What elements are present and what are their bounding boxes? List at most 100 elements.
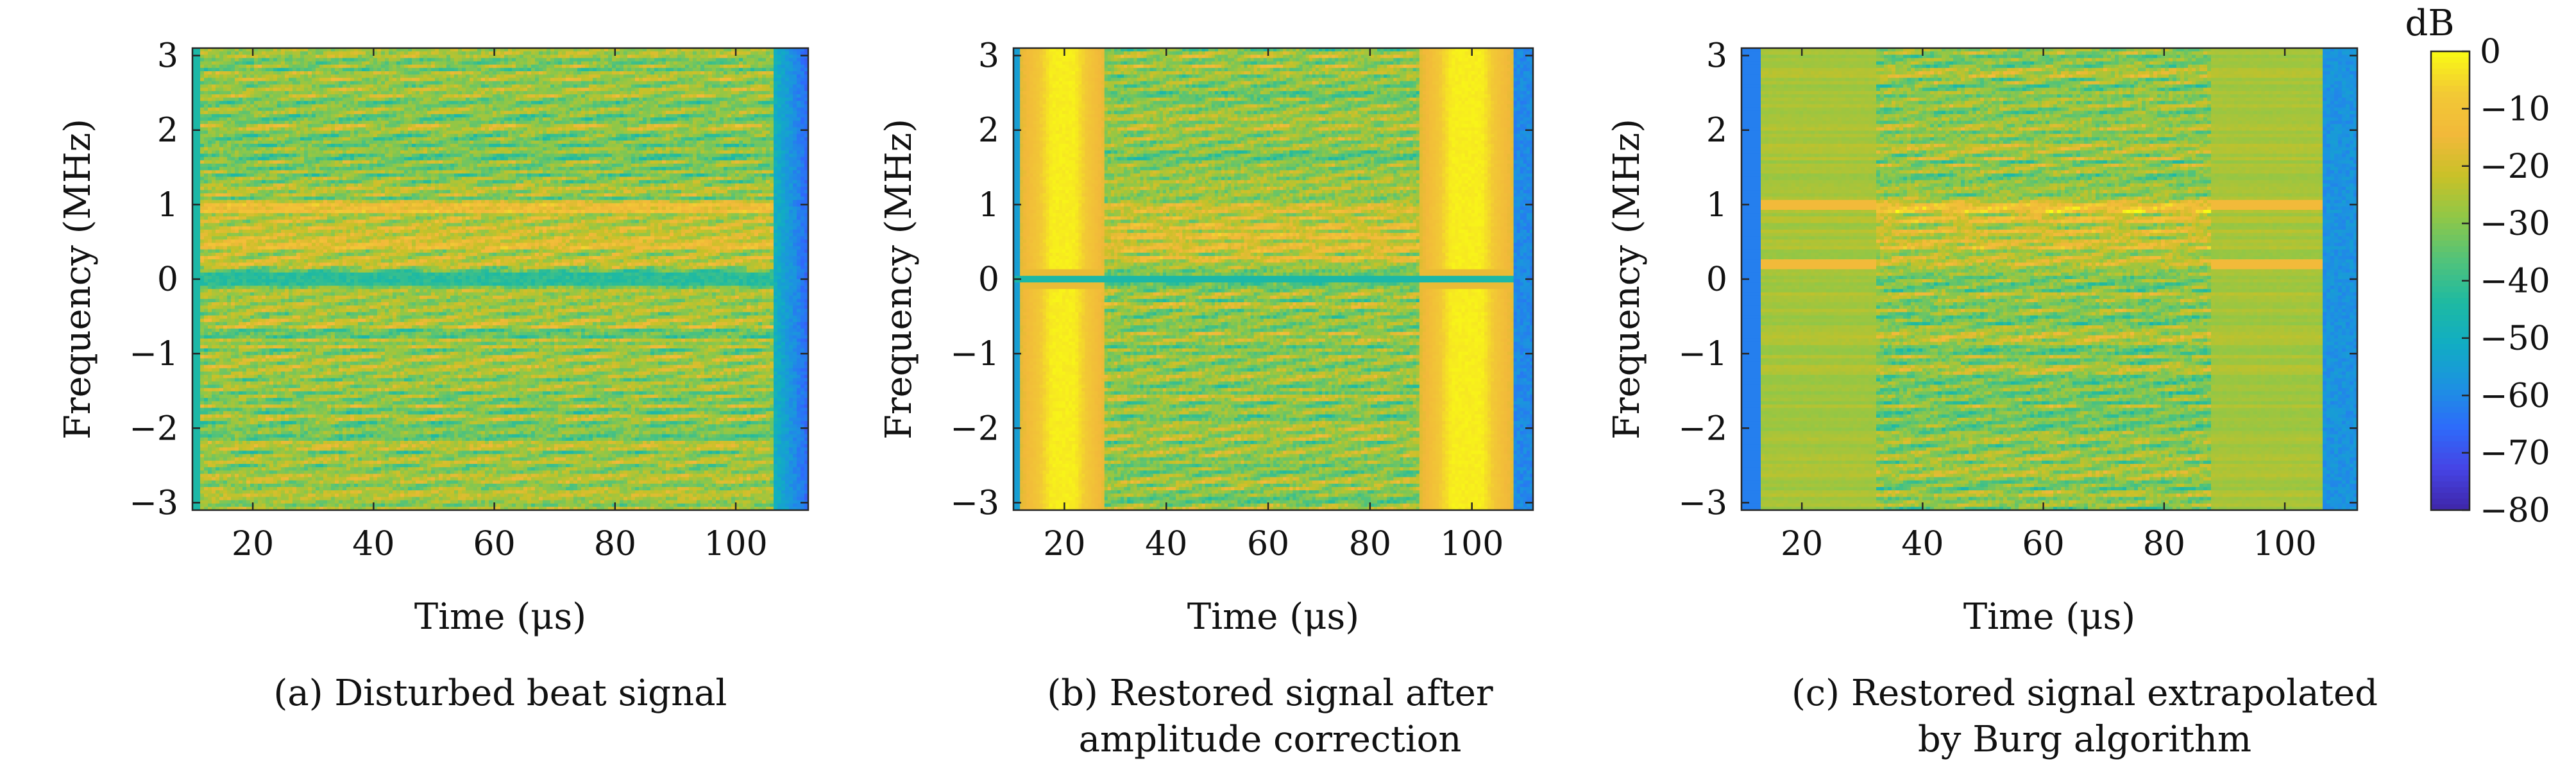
heatmap-cell — [227, 78, 232, 81]
heatmap-cell — [350, 85, 355, 89]
heatmap-cell — [289, 74, 293, 78]
heatmap-cell — [377, 55, 382, 58]
heatmap-cell — [385, 81, 389, 85]
heatmap-cell — [597, 78, 601, 81]
heatmap-cell — [589, 58, 593, 62]
heatmap-cell — [801, 62, 805, 65]
heatmap-cell — [597, 68, 601, 72]
heatmap-cell — [585, 78, 589, 81]
heatmap-cell — [200, 55, 205, 58]
heatmap-cell — [250, 85, 255, 89]
heatmap-cell — [674, 78, 678, 81]
heatmap-cell — [416, 74, 420, 78]
heatmap-cell — [650, 81, 655, 85]
heatmap-cell — [204, 88, 208, 92]
heatmap-cell — [597, 71, 601, 75]
heatmap-cell — [196, 88, 201, 92]
heatmap-cell — [196, 78, 201, 81]
heatmap-cell — [369, 78, 374, 81]
heatmap-cell — [600, 81, 605, 85]
heatmap-cell — [204, 65, 208, 69]
heatmap-cell — [704, 74, 709, 78]
heatmap-cell — [277, 81, 282, 85]
heatmap-cell — [300, 74, 305, 78]
heatmap-cell — [319, 81, 324, 85]
heatmap-cell — [608, 74, 613, 78]
heatmap-cell — [443, 58, 447, 62]
heatmap-cell — [727, 62, 732, 65]
heatmap-cell — [366, 74, 370, 78]
heatmap-cell — [716, 51, 720, 55]
heatmap-cell — [408, 65, 412, 69]
heatmap-cell — [235, 78, 239, 81]
heatmap-cell — [504, 68, 509, 72]
heatmap-cell — [319, 88, 324, 92]
heatmap-cell — [558, 55, 563, 58]
heatmap-cell — [789, 65, 793, 69]
heatmap-cell — [743, 78, 747, 81]
heatmap-cell — [481, 71, 486, 75]
heatmap-cell — [754, 71, 759, 75]
heatmap-cell — [239, 81, 243, 85]
heatmap-cell — [547, 88, 551, 92]
heatmap-cell — [581, 62, 586, 65]
heatmap-cell — [539, 62, 543, 65]
heatmap-cell — [562, 68, 566, 72]
heatmap-cell — [331, 78, 335, 81]
heatmap-cell — [377, 51, 382, 55]
heatmap-cell — [254, 71, 258, 75]
heatmap-cell — [277, 55, 282, 58]
heatmap-cell — [481, 65, 486, 69]
heatmap-cell — [681, 78, 686, 81]
heatmap-cell — [396, 88, 401, 92]
heatmap-cell — [777, 71, 782, 75]
heatmap-cell — [246, 55, 251, 58]
heatmap-cell — [766, 81, 770, 85]
heatmap-cell — [292, 51, 297, 55]
heatmap-cell — [739, 85, 743, 89]
heatmap-cell — [762, 81, 767, 85]
heatmap-cell — [635, 85, 640, 89]
heatmap-cell — [327, 68, 332, 72]
heatmap-cell — [566, 62, 570, 65]
heatmap-cell — [685, 78, 690, 81]
heatmap-cell — [616, 51, 620, 55]
heatmap-cell — [662, 81, 666, 85]
heatmap-cell — [377, 85, 382, 89]
heatmap-cell — [685, 74, 690, 78]
heatmap-cell — [281, 68, 285, 72]
heatmap-cell — [258, 78, 262, 81]
heatmap-cell — [335, 81, 339, 85]
heatmap-cell — [739, 81, 743, 85]
heatmap-cell — [450, 68, 455, 72]
heatmap-cell — [396, 65, 401, 69]
heatmap-cell — [627, 58, 632, 62]
heatmap-cell — [693, 81, 697, 85]
heatmap-cell — [235, 88, 239, 92]
heatmap-cell — [396, 81, 401, 85]
heatmap-cell — [285, 65, 289, 69]
heatmap-cell — [685, 58, 690, 62]
heatmap-cell — [489, 58, 493, 62]
heatmap-cell — [327, 74, 332, 78]
heatmap-cell — [531, 74, 536, 78]
heatmap-cell — [512, 78, 516, 81]
heatmap-cell — [643, 68, 647, 72]
heatmap-cell — [600, 58, 605, 62]
heatmap-cell — [473, 81, 478, 85]
heatmap-cell — [754, 55, 759, 58]
heatmap-cell — [670, 62, 674, 65]
heatmap-cell — [754, 65, 759, 69]
heatmap-cell — [242, 65, 247, 69]
heatmap-cell — [577, 51, 582, 55]
heatmap-cell — [793, 71, 797, 75]
heatmap-cell — [235, 74, 239, 78]
heatmap-cell — [485, 55, 489, 58]
heatmap-cell — [393, 78, 397, 81]
heatmap-cell — [716, 74, 720, 78]
heatmap-cell — [627, 51, 632, 55]
heatmap-cell — [239, 88, 243, 92]
heatmap-cell — [623, 68, 628, 72]
heatmap-cell — [381, 88, 386, 92]
heatmap-cell — [654, 81, 659, 85]
